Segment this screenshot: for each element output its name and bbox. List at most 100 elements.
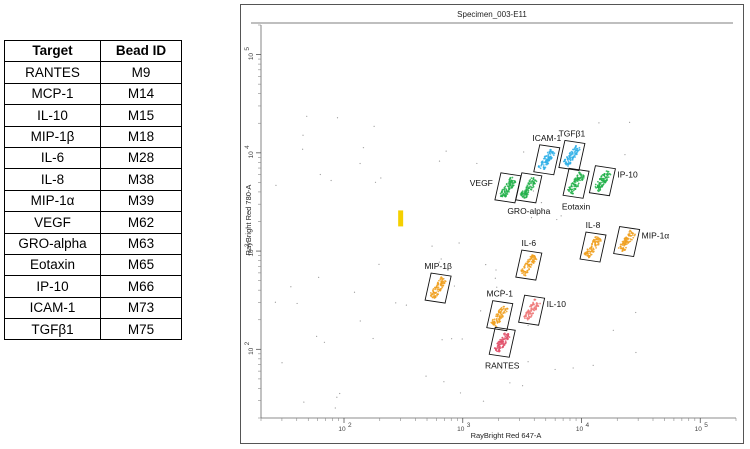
background-event (440, 258, 442, 260)
population-event (508, 185, 511, 188)
background-event (494, 277, 496, 279)
population-event (502, 343, 505, 346)
population-event (432, 290, 435, 293)
population-gate (558, 139, 586, 171)
background-event (461, 338, 463, 340)
population-event (543, 166, 546, 169)
population-event (622, 248, 625, 250)
population-event (534, 298, 536, 301)
population-event (499, 310, 502, 313)
population-event (594, 185, 597, 188)
population-event (509, 180, 511, 183)
population-event (497, 318, 500, 320)
target-cell: Eotaxin (4, 253, 101, 277)
population-event (597, 243, 600, 246)
population-event (436, 293, 439, 296)
population-event (528, 316, 531, 318)
population-event (594, 183, 597, 186)
population-event (526, 269, 529, 272)
population-event (434, 292, 437, 294)
population-event (507, 189, 510, 192)
population-event (527, 182, 530, 184)
population-event (493, 323, 496, 326)
x-axis-title: RayBright Red 647-A (471, 431, 542, 440)
background-event (405, 304, 407, 306)
population-event (547, 153, 550, 156)
population-event (569, 156, 572, 159)
population-event (627, 233, 630, 236)
population-event (500, 191, 503, 194)
population-event (508, 182, 511, 185)
population-event (598, 178, 601, 180)
population-event (512, 184, 515, 187)
population-event (440, 276, 443, 279)
population-event (544, 157, 547, 160)
population-event (509, 184, 512, 187)
population-event (502, 194, 505, 197)
background-event (509, 382, 511, 384)
population-event (546, 158, 549, 161)
population-event (439, 287, 442, 290)
population-event (631, 232, 634, 235)
y-tick-label: 10 (248, 347, 255, 355)
population-event (539, 167, 542, 170)
population-event (586, 250, 589, 253)
population-event (438, 279, 440, 282)
population-event (537, 165, 540, 167)
population-event (504, 308, 507, 311)
background-event (306, 115, 308, 117)
population-event (566, 163, 569, 166)
population-event (441, 282, 444, 285)
population-event (575, 151, 578, 154)
population-event (513, 181, 516, 184)
population-label: MCP-1 (487, 289, 514, 299)
population-event (530, 304, 533, 307)
population-event (439, 278, 442, 281)
population-event (596, 243, 599, 246)
population-event (632, 236, 635, 239)
population-event (631, 238, 633, 241)
population-event (521, 192, 524, 195)
population-event (591, 243, 593, 245)
population-event (500, 338, 503, 341)
population-event (501, 340, 504, 343)
population-label: TGFβ1 (559, 128, 586, 138)
population-event (501, 336, 504, 339)
population-event (542, 164, 545, 166)
table-body: RANTES M9 MCP-1 M14 IL-10 M15 MIP-1β M18 IL-6 M28… (4, 61, 182, 341)
bead-id-cell: M73 (100, 296, 182, 320)
y-tick-exponent: 5 (244, 47, 251, 51)
population-event (593, 239, 595, 241)
population-event (532, 262, 535, 264)
population-event (599, 188, 602, 191)
population-event (633, 234, 636, 237)
target-cell: IL-6 (4, 146, 101, 170)
population-event (505, 183, 508, 186)
population-event (439, 289, 441, 292)
population-event (591, 241, 594, 244)
population-event (604, 177, 607, 179)
header-bead-id: Bead ID (100, 39, 182, 63)
population-event (574, 152, 576, 155)
population-event (513, 179, 515, 182)
scatter-plot-svg: Specimen_003-E11 10210310410510210310410… (244, 10, 737, 440)
background-event (532, 190, 534, 192)
population-event (504, 192, 507, 195)
event-dots (274, 115, 637, 409)
background-event (336, 396, 338, 398)
y-axis-title: RayBright Red 780-A (244, 185, 253, 256)
y-tick-label: 10 (248, 249, 255, 257)
population-event (534, 256, 537, 258)
population-event (605, 170, 608, 173)
population-event (430, 293, 433, 296)
background-event (572, 367, 574, 369)
population-event (628, 234, 631, 237)
population-event (590, 250, 593, 253)
background-event (438, 261, 440, 263)
population-event (595, 238, 598, 241)
population-event (533, 260, 536, 263)
x-tick-label: 10 (695, 426, 703, 433)
background-event (362, 147, 365, 149)
population-event (525, 189, 528, 191)
table-row: Eotaxin M65 (4, 253, 182, 277)
